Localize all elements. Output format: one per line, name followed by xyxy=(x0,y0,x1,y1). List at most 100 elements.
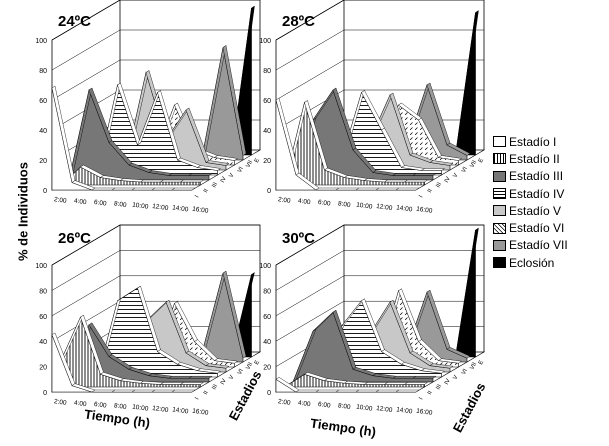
series-edge xyxy=(403,382,429,385)
y-tick-label: 0 xyxy=(267,188,271,195)
z-tick-label: VI xyxy=(237,368,245,376)
series-edge xyxy=(222,270,247,359)
z-tick-label: VII xyxy=(469,159,478,169)
series-edge xyxy=(315,187,340,191)
y-tick-label: 60 xyxy=(39,314,47,321)
z-tick-label: V xyxy=(228,173,235,179)
z-tick-label: E xyxy=(254,360,261,366)
x-tick-label: 8:00 xyxy=(113,402,127,411)
gridline xyxy=(275,0,484,41)
gridline xyxy=(51,250,260,291)
y-tick-label: 20 xyxy=(39,158,47,165)
legend-item-estadio-iii: Estadío III xyxy=(493,168,603,185)
series-edge xyxy=(171,187,196,191)
series-edge xyxy=(420,368,446,374)
legend-label: Estadío IV xyxy=(509,186,565,201)
legend-swatch xyxy=(493,257,506,269)
z-tick-label: VII xyxy=(245,159,254,169)
y-tick-label: 20 xyxy=(263,158,271,165)
gridline xyxy=(51,224,260,266)
legend-swatch xyxy=(493,136,506,148)
series-edge xyxy=(355,389,380,393)
series-edge xyxy=(179,179,205,183)
z-tick-label: III xyxy=(211,383,219,391)
y-tick-label: 100 xyxy=(259,38,271,45)
x-tick-label: 4:00 xyxy=(297,400,311,409)
z-tick-label: II xyxy=(427,390,434,396)
z-tick-label: III xyxy=(211,181,219,189)
series-edge xyxy=(375,389,400,393)
legend-swatch xyxy=(493,205,506,217)
z-tick-label: VII xyxy=(469,361,478,371)
y-tick-label: 20 xyxy=(263,365,271,372)
legend-label: Eclosión xyxy=(509,255,555,270)
gridline xyxy=(275,250,484,291)
series-edge xyxy=(205,160,230,166)
z-tick-label: IV xyxy=(444,176,452,184)
series-edge xyxy=(363,382,389,385)
y-tick-label: 0 xyxy=(43,390,47,397)
gridline xyxy=(275,59,484,101)
legend-swatch xyxy=(493,170,506,182)
panel-title-26: 26ºC xyxy=(58,230,91,247)
legend-swatch xyxy=(493,188,506,200)
series-edge xyxy=(213,155,239,161)
y-axis-label: % de Individuos xyxy=(15,162,31,261)
series-edge xyxy=(420,168,446,171)
series-edge xyxy=(168,173,193,176)
series-edge xyxy=(429,160,454,166)
x-tick-label: 10:00 xyxy=(132,202,149,211)
z-tick-label: I xyxy=(194,396,200,401)
series-edge xyxy=(139,179,165,183)
y-tick-label: 60 xyxy=(263,314,271,321)
series-edge xyxy=(295,389,320,393)
z-tick-label: II xyxy=(203,390,210,396)
legend-label: Estadío V xyxy=(509,203,562,218)
y-tick-label: 80 xyxy=(39,68,47,75)
legend-item-estadio-iv: Estadío IV xyxy=(493,185,603,202)
z-tick-label: VI xyxy=(237,166,245,174)
series-edge xyxy=(392,375,417,379)
legend-swatch xyxy=(493,239,506,251)
series-edge xyxy=(179,382,205,385)
z-tick-label: I xyxy=(418,194,424,199)
x-tick-label: 6:00 xyxy=(317,199,331,208)
series-edge xyxy=(91,389,116,393)
series-edge xyxy=(196,165,222,171)
series-edge xyxy=(171,389,196,393)
gridline xyxy=(275,300,484,342)
series-edge xyxy=(392,173,417,176)
x-tick-label: 16:00 xyxy=(192,206,209,215)
x-tick-label: 8:00 xyxy=(337,200,351,209)
x-tick-label: 8:00 xyxy=(113,200,127,209)
gridline xyxy=(275,224,484,266)
gridline xyxy=(275,275,484,317)
x-tick-label: 12:00 xyxy=(152,203,169,212)
x-tick-label: 2:00 xyxy=(53,398,67,407)
x-tick-label: 10:00 xyxy=(356,202,373,211)
legend-item-estadio-vii: Estadío VII xyxy=(493,237,603,254)
legend-label: Estadío VI xyxy=(509,221,565,236)
x-tick-label: 14:00 xyxy=(396,204,413,213)
legend-item-estadio-i: Estadío I xyxy=(493,133,603,150)
z-tick-label: E xyxy=(478,360,485,366)
y-tick-label: 0 xyxy=(267,390,271,397)
series-edge xyxy=(188,173,213,176)
y-tick-label: 20 xyxy=(39,365,47,372)
series-edge xyxy=(159,382,185,385)
series-edge xyxy=(151,389,176,393)
z-tick-label: V xyxy=(228,375,235,381)
panel-3: 0 20 40 60 80 100 2:00 4:00 6:00 8:00 10:00 12:00 14… xyxy=(259,224,485,417)
gridline xyxy=(275,29,484,71)
x-tick-label: 2:00 xyxy=(277,196,291,205)
z-tick-label: III xyxy=(435,181,443,189)
series-edge xyxy=(395,187,420,191)
legend-item-estadio-v: Estadío V xyxy=(493,202,603,219)
x-tick-label: 16:00 xyxy=(416,206,433,215)
panel-2: 0 20 40 60 80 100 2:00 4:00 6:00 8:00 10:00 12:00 14… xyxy=(35,224,261,417)
panel-0: 0 20 40 60 80 100 2:00 4:00 6:00 8:00 10:00 12:00 14… xyxy=(35,0,261,215)
gridline xyxy=(51,0,260,41)
series-edge xyxy=(383,179,409,183)
z-tick-label: IV xyxy=(220,378,228,386)
series-edge xyxy=(111,187,136,191)
